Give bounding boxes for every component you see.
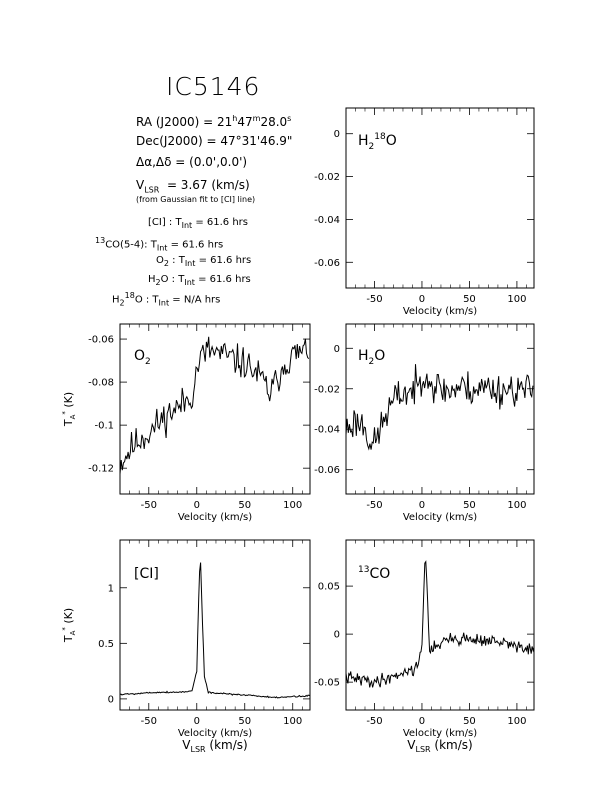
y-tick-label: -0.12 — [88, 464, 114, 475]
y-tick-label: -0.1 — [94, 421, 114, 432]
x-tick-label: 0 — [419, 716, 425, 727]
tint-13co: 13CO(5-4): TInt = 61.6 hrs — [95, 236, 224, 253]
x-tick-label: 50 — [463, 716, 476, 727]
y-tick-label: 0 — [108, 694, 114, 705]
x-tick-label: -50 — [141, 500, 157, 511]
y-tick-label: -0.04 — [314, 425, 340, 436]
y-tick-label: 0 — [334, 344, 340, 355]
x-axis-label-vlsr: VLSR (km/s) — [182, 738, 247, 754]
x-tick-label: -50 — [366, 716, 382, 727]
tint-o2: O2 : TInt = 61.6 hrs — [156, 255, 252, 268]
panel-frame — [345, 539, 535, 711]
x-tick-label: -50 — [366, 294, 382, 305]
panel-h2-18o: -50 0 50 100 0 -0.02 -0.04 -0.06 Velocity (km/s)… — [314, 107, 535, 317]
species-label: H2O — [358, 348, 385, 367]
spectrum-line-o2 — [119, 336, 310, 475]
panel-frame — [119, 323, 311, 495]
species-label: [CI] — [134, 566, 159, 582]
y-tick-label: -0.05 — [314, 678, 340, 689]
species-label: 13CO — [358, 565, 390, 582]
x-tick-label: 0 — [419, 500, 425, 511]
ra-line: RA (J2000) = 21h47m28.0s — [136, 114, 292, 129]
species-label: H218O — [358, 132, 397, 152]
x-tick-label: -50 — [141, 716, 157, 727]
y-tick-label: -0.06 — [314, 465, 340, 476]
vlsr-note: (from Gaussian fit to [CI] line) — [136, 195, 256, 204]
y-tick-label: 0 — [334, 129, 340, 140]
y-tick-label: -0.02 — [314, 172, 340, 183]
tint-h2o: H2O : TInt = 61.6 hrs — [148, 274, 251, 287]
species-label: O2 — [134, 348, 151, 367]
x-tick-label: 50 — [238, 716, 251, 727]
x-axis-label: Velocity (km/s) — [403, 512, 477, 523]
y-tick-label: -0.06 — [88, 335, 114, 346]
panel-h2o: -50 0 50 100 0 -0.02 -0.04 -0.06 Velocity (km/s)… — [314, 323, 535, 523]
x-tick-label: 0 — [419, 294, 425, 305]
x-axis-label: Velocity (km/s) — [403, 306, 477, 317]
y-tick-label: 0 — [334, 630, 340, 641]
x-tick-label: 100 — [283, 500, 302, 511]
y-tick-label: -0.08 — [88, 378, 114, 389]
y-tick-label: 1 — [108, 583, 114, 594]
y-axis-label: TA* (K) — [61, 392, 77, 427]
dec-line: Dec(J2000) = 47°31'46.9" — [136, 134, 293, 148]
x-tick-label: 50 — [238, 500, 251, 511]
panel-frame — [345, 323, 535, 495]
tint-h2-18o: H218O : TInt = N/A hrs — [112, 291, 221, 308]
x-tick-label: 100 — [507, 500, 526, 511]
x-tick-label: 0 — [194, 500, 200, 511]
y-tick-label: -0.04 — [314, 215, 340, 226]
spectrum-line-ci — [119, 562, 311, 699]
x-axis-label: Velocity (km/s) — [178, 728, 252, 739]
panel-ci: -50 0 50 100 0 0.5 1 Velocity (km/s)VLSR (km/s)… — [61, 539, 311, 754]
y-tick-label: -0.06 — [314, 258, 340, 269]
x-tick-label: -50 — [366, 500, 382, 511]
x-axis-label: Velocity (km/s) — [178, 512, 252, 523]
tint-ci: [CI] : TInt = 61.6 hrs — [148, 217, 248, 230]
y-tick-label: 0.5 — [98, 639, 114, 650]
x-tick-label: 100 — [507, 294, 526, 305]
y-axis-label: TA* (K) — [61, 608, 77, 643]
spectrum-line-h2o — [345, 364, 534, 451]
y-tick-label: 0.05 — [318, 582, 340, 593]
spectrum-line-13co — [345, 560, 535, 688]
x-tick-label: 100 — [283, 716, 302, 727]
x-tick-label: 50 — [463, 500, 476, 511]
y-tick-label: -0.02 — [314, 384, 340, 395]
x-tick-label: 50 — [463, 294, 476, 305]
x-tick-label: 0 — [194, 716, 200, 727]
source-title: IC5146 — [166, 72, 261, 101]
x-tick-label: 100 — [507, 716, 526, 727]
offset-line: Δα,Δδ = (0.0',0.0') — [136, 155, 248, 169]
vlsr-line: VLSR = 3.67 (km/s) — [136, 178, 250, 195]
x-axis-label-vlsr: VLSR (km/s) — [407, 738, 472, 754]
panel-o2: -50 0 50 100 -0.06 -0.08 -0.1 -0.12 Velocity (km… — [61, 323, 311, 523]
panel-13co: -50 0 50 100 0.05 0 -0.05 Velocity (km/s)VLSR (… — [314, 539, 535, 754]
x-axis-label: Velocity (km/s) — [403, 728, 477, 739]
panel-frame — [345, 107, 535, 289]
panel-frame — [119, 539, 311, 711]
